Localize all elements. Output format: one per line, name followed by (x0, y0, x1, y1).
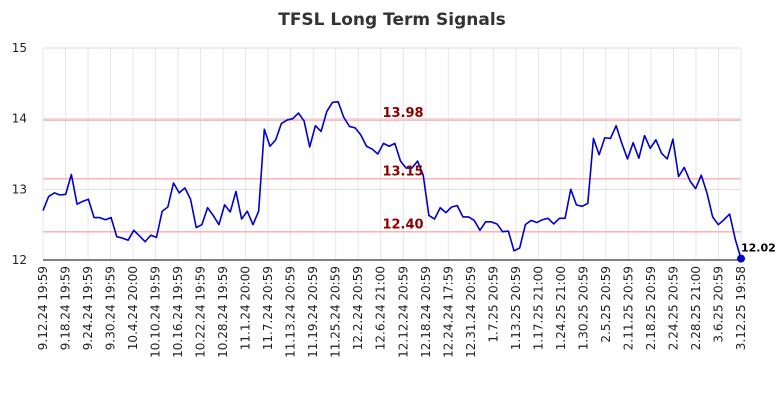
reference-line-label: 13.98 (382, 106, 423, 121)
x-tick-label: 11.19.24 20:59 (306, 266, 320, 358)
x-tick-label: 2.28.25 21:00 (689, 266, 703, 350)
x-tick-label: 10.28.24 19:59 (216, 266, 230, 358)
x-tick-label: 12.24.24 17:59 (441, 266, 455, 358)
x-tick-label: 2.18.25 20:59 (644, 266, 658, 350)
x-tick-label: 9.24.24 19:59 (81, 266, 95, 350)
x-tick-label: 1.13.25 20:59 (509, 266, 523, 350)
price-series-line (42, 100, 742, 259)
x-tick-label: 2.11.25 20:59 (621, 266, 635, 350)
x-tick-label: 9.18.24 19:59 (59, 266, 73, 350)
x-tick-label: 12.12.24 20:59 (396, 266, 410, 358)
y-tick-label: 13 (12, 182, 27, 196)
reference-line-label: 12.40 (382, 218, 423, 233)
chart-title: TFSL Long Term Signals (278, 10, 506, 30)
y-tick-label: 12 (12, 253, 27, 267)
y-tick-label: 14 (12, 112, 27, 126)
reference-line-label: 13.15 (382, 165, 423, 180)
axes: 12 13 14 15 9.12.24 19:59 9.18.24 19:59 9.24.2… (12, 41, 748, 358)
x-tick-label: 11.7.24 20:59 (261, 266, 275, 350)
x-tick-label: 9.12.24 19:59 (36, 266, 50, 350)
x-tick-label: 1.30.25 20:59 (576, 266, 590, 350)
x-tick-label: 1.17.25 21:00 (531, 266, 545, 350)
grid (42, 47, 742, 260)
x-tick-label: 12.18.24 20:59 (419, 266, 433, 358)
x-tick-label: 3.6.25 20:59 (711, 266, 725, 343)
x-tick-label: 11.13.24 20:59 (284, 266, 298, 358)
x-tick-label: 11.1.24 20:00 (239, 266, 253, 350)
x-tick-label: 11.25.24 20:59 (329, 266, 343, 358)
last-point-marker (737, 254, 745, 263)
x-tick-label: 10.4.24 20:00 (126, 266, 140, 350)
x-tick-label: 1.24.25 21:00 (554, 266, 568, 350)
x-tick-label: 12.2.24 20:59 (351, 266, 365, 350)
last-point-label: 12.02 (741, 242, 776, 255)
x-tick-label: 2.5.25 20:59 (599, 266, 613, 343)
series-layer (42, 100, 745, 263)
x-tick-label: 1.7.25 20:59 (486, 266, 500, 343)
reference-lines (43, 119, 741, 233)
x-tick-label: 12.31.24 20:59 (464, 266, 478, 358)
x-tick-label: 10.22.24 19:59 (194, 266, 208, 358)
x-tick-label: 10.10.24 19:59 (149, 266, 163, 358)
labels: 13.98 13.15 12.40 12.02 (382, 106, 775, 255)
x-tick-label: 12.6.24 21:00 (374, 266, 388, 350)
y-tick-label: 15 (12, 41, 27, 55)
x-tick-label: 2.24.25 20:59 (666, 266, 680, 350)
x-tick-label: 3.12.25 19:58 (734, 266, 748, 350)
x-tick-label: 10.16.24 19:59 (171, 266, 185, 358)
x-tick-label: 9.30.24 19:59 (104, 266, 118, 350)
